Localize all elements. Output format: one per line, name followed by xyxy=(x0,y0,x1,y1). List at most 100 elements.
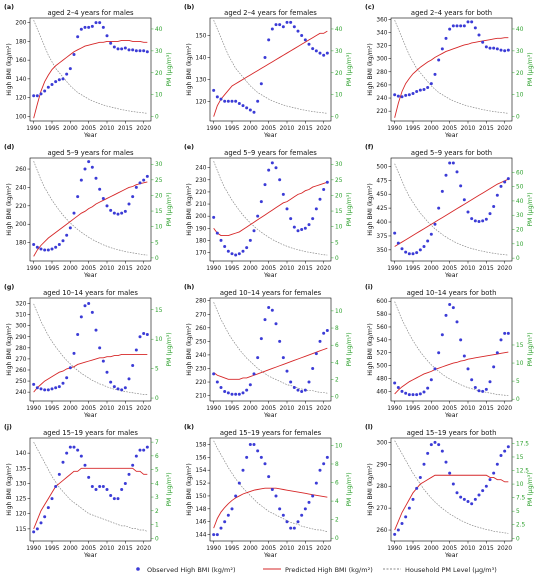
y2-tick-label: 6 xyxy=(335,343,339,349)
x-tick-label: 2005 xyxy=(81,406,96,412)
observed-point xyxy=(488,46,492,50)
observed-point xyxy=(120,47,124,51)
pm-series-line xyxy=(213,440,328,533)
observed-point xyxy=(61,381,65,385)
observed-point xyxy=(289,20,293,24)
observed-point xyxy=(230,99,234,103)
observed-point xyxy=(50,497,54,501)
x-tick-label: 2000 xyxy=(63,266,78,272)
y-tick-label: 250 xyxy=(195,339,206,345)
observed-point xyxy=(79,315,83,319)
y2-tick-label: 5 xyxy=(155,367,159,373)
y2-tick-label: 7.5 xyxy=(516,496,526,502)
observed-point xyxy=(219,385,223,389)
observed-point xyxy=(393,532,397,536)
observed-point xyxy=(87,25,91,29)
observed-point xyxy=(76,333,80,337)
y-tick-label: 540 xyxy=(376,338,387,344)
y2-axis-label: PM (μg/m³) xyxy=(166,192,173,226)
x-tick-label: 2015 xyxy=(298,266,313,272)
observed-point xyxy=(248,442,252,446)
y2-tick-label: 20 xyxy=(155,193,163,199)
observed-point xyxy=(90,484,94,488)
observed-point xyxy=(65,376,69,380)
x-tick-label: 2005 xyxy=(261,126,276,132)
observed-point xyxy=(90,24,94,28)
observed-point xyxy=(495,462,499,466)
observed-point xyxy=(72,351,76,355)
y2-tick-label: 8 xyxy=(335,326,339,332)
observed-point xyxy=(230,507,234,511)
observed-point xyxy=(415,486,419,490)
observed-point xyxy=(314,49,318,53)
observed-point xyxy=(101,196,105,200)
observed-point xyxy=(411,497,415,501)
x-tick-label: 2010 xyxy=(100,126,115,132)
legend-observed-marker xyxy=(136,567,140,571)
y2-axis-label: PM (μg/m³) xyxy=(527,52,534,86)
observed-point xyxy=(400,95,404,99)
y2-tick-label: 20 xyxy=(155,71,163,77)
observed-point xyxy=(65,451,69,455)
x-tick-label: 1995 xyxy=(225,406,240,412)
observed-point xyxy=(455,320,459,324)
observed-point xyxy=(492,365,496,369)
observed-point xyxy=(448,27,452,31)
observed-point xyxy=(215,380,219,384)
observed-point xyxy=(212,372,216,376)
observed-point xyxy=(400,247,404,251)
observed-point xyxy=(226,249,230,253)
observed-point xyxy=(120,388,124,392)
observed-point xyxy=(237,101,241,105)
x-tick-label: 2000 xyxy=(243,406,258,412)
pm-series-line xyxy=(33,441,148,532)
pm-series-line xyxy=(213,160,328,256)
observed-point xyxy=(411,252,415,256)
x-tick-label: 2010 xyxy=(280,406,295,412)
observed-point xyxy=(495,193,499,197)
y-tick-label: 144 xyxy=(195,533,206,539)
observed-point xyxy=(127,48,131,52)
observed-point xyxy=(481,219,485,223)
observed-point xyxy=(466,20,470,24)
y2-tick-label: 10 xyxy=(335,309,343,315)
y-tick-label: 120 xyxy=(15,96,26,102)
observed-point xyxy=(429,82,433,86)
y-tick-label: 260 xyxy=(15,368,26,374)
y-tick-label: 340 xyxy=(376,30,387,36)
y-tick-label: 120 xyxy=(195,99,206,105)
observed-point xyxy=(318,339,322,343)
x-tick-label: 2005 xyxy=(442,546,457,552)
observed-point xyxy=(116,212,120,216)
observed-point xyxy=(466,210,470,214)
observed-point xyxy=(90,165,94,169)
x-tick-label: 2005 xyxy=(261,266,276,272)
observed-point xyxy=(481,40,485,44)
y-tick-label: 200 xyxy=(195,214,206,220)
chart-title: aged 10–14 years for males xyxy=(43,289,138,297)
observed-point xyxy=(120,488,124,491)
y-tick-label: 190 xyxy=(195,226,206,232)
observed-point xyxy=(311,47,315,51)
x-tick-label: 2010 xyxy=(461,266,476,272)
observed-point xyxy=(237,252,241,256)
y2-tick-label: 15 xyxy=(516,455,524,461)
y2-tick-label: 15 xyxy=(155,209,163,215)
observed-point xyxy=(50,82,54,86)
y2-tick-label: 3 xyxy=(155,495,159,501)
panel-label: (h) xyxy=(184,284,194,291)
y-tick-label: 220 xyxy=(195,380,206,386)
observed-point xyxy=(470,378,474,382)
y-tick-label: 250 xyxy=(15,379,26,385)
y2-axis-label: PM (μg/m³) xyxy=(346,472,353,506)
observed-point xyxy=(226,99,230,103)
x-tick-label: 2000 xyxy=(424,266,439,272)
observed-point xyxy=(234,253,238,257)
y2-tick-label: 0 xyxy=(516,115,520,121)
pm-series-line xyxy=(394,440,509,534)
y2-tick-label: 10 xyxy=(335,93,343,99)
y2-tick-label: 60 xyxy=(516,170,524,176)
legend-observed-label: Observed High BMI (kg/m²) xyxy=(147,566,235,574)
observed-point xyxy=(263,183,267,187)
